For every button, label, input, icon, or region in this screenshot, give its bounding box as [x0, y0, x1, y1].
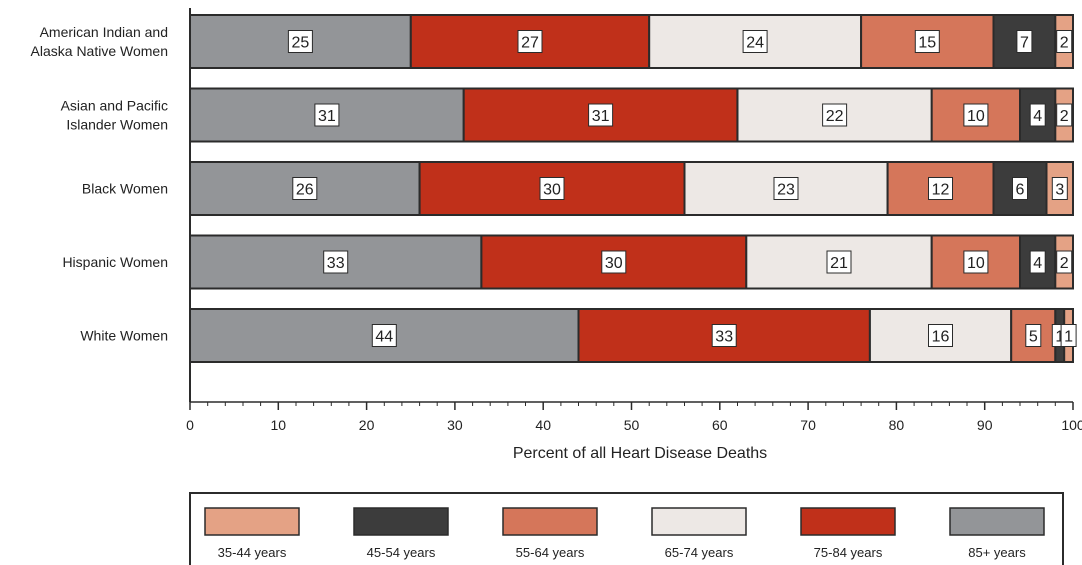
data-label-box — [314, 103, 340, 127]
data-label-box — [287, 30, 313, 53]
data-label-box — [928, 177, 953, 200]
data-label-box — [1056, 250, 1073, 274]
data-label: 12 — [932, 182, 950, 199]
data-label: 4 — [1033, 108, 1042, 125]
legend-swatch — [949, 507, 1045, 536]
tick-label: 30 — [447, 417, 463, 433]
legend: 35-44 years 45-54 years 55-64 years 65-74 y… — [189, 492, 1064, 565]
bars: 25 27 24 15 7 231 31 22 10 4 226 30 23 12 6 333 30 21 10 4 2… — [189, 14, 1077, 363]
data-label: 7 — [1020, 35, 1029, 52]
data-label: 21 — [830, 255, 848, 272]
data-label: 26 — [296, 182, 314, 199]
bar-segment — [480, 234, 748, 290]
category-label: White Women — [80, 328, 168, 344]
data-label-box — [928, 324, 953, 347]
legend-swatch — [651, 507, 747, 536]
legend-swatch — [353, 507, 449, 536]
category-label: Black Women — [82, 181, 168, 197]
tick-label: 0 — [186, 417, 194, 433]
data-label: 5 — [1029, 329, 1038, 346]
data-label: 44 — [375, 329, 393, 346]
data-label: 15 — [918, 35, 936, 52]
legend-swatch — [204, 507, 300, 536]
data-label: 16 — [932, 329, 950, 346]
legend-label: 35-44 years — [218, 545, 287, 560]
category-labels: American Indian and Alaska Native Women As… — [31, 24, 168, 344]
data-label-box — [1060, 324, 1077, 347]
data-label: 1 — [1055, 329, 1064, 346]
data-label: 23 — [777, 182, 795, 199]
data-label: 27 — [521, 35, 539, 52]
category-label: Asian and Pacific Islander Women — [61, 98, 168, 133]
tick-label: 80 — [889, 417, 905, 433]
legend-swatch — [800, 507, 896, 536]
data-label-box — [1016, 30, 1033, 53]
legend-label: 55-64 years — [516, 545, 585, 560]
legend-swatch — [502, 507, 598, 536]
data-label-box — [1029, 250, 1046, 274]
data-label-box — [539, 177, 565, 200]
data-label-box — [1012, 177, 1028, 200]
bar-segment — [745, 234, 933, 290]
data-label-box — [323, 250, 349, 274]
data-label: 10 — [967, 108, 985, 125]
legend-label: 45-54 years — [367, 545, 436, 560]
category-label: Hispanic Women — [62, 254, 168, 270]
data-label-box — [292, 177, 318, 200]
data-label-box — [1029, 103, 1046, 127]
data-label-box — [711, 324, 737, 347]
data-label: 31 — [592, 108, 610, 125]
data-label-box — [1051, 177, 1068, 200]
data-label-box — [1056, 30, 1073, 53]
data-label: 2 — [1060, 35, 1069, 52]
tick-label: 10 — [271, 417, 287, 433]
x-axis-title: Percent of all Heart Disease Deaths — [513, 445, 767, 462]
legend-label: 75-84 years — [814, 545, 883, 560]
data-label-box — [963, 103, 989, 127]
data-label-box — [914, 30, 940, 53]
data-label: 10 — [967, 255, 985, 272]
bar-segment — [189, 87, 465, 143]
tick-label: 60 — [712, 417, 728, 433]
x-axis: 0 10 20 30 40 50 60 70 80 90 100 — [186, 8, 1082, 433]
legend-frame — [189, 492, 1064, 565]
data-label: 30 — [543, 182, 561, 199]
tick-label: 100 — [1061, 417, 1082, 433]
category-label: American Indian and Alaska Native Women — [31, 24, 168, 59]
data-label-box — [742, 30, 768, 53]
data-label: 2 — [1060, 255, 1069, 272]
data-label: 33 — [715, 329, 733, 346]
tick-label: 70 — [800, 417, 816, 433]
data-label: 22 — [826, 108, 844, 125]
data-label-box — [1025, 324, 1042, 347]
legend-label: 85+ years — [968, 545, 1026, 560]
data-label: 33 — [327, 255, 345, 272]
data-label-box — [822, 103, 848, 127]
data-label: 4 — [1033, 255, 1042, 272]
data-label-box — [601, 250, 627, 274]
data-label: 31 — [318, 108, 336, 125]
data-label: 6 — [1016, 182, 1025, 199]
tick-label: 50 — [624, 417, 640, 433]
data-label-box — [371, 324, 397, 347]
data-label-box — [826, 250, 852, 274]
tick-label: 90 — [977, 417, 993, 433]
data-label-box — [963, 250, 989, 274]
data-label-box — [1056, 103, 1073, 127]
data-label-box — [773, 177, 799, 200]
data-label-box — [588, 103, 614, 127]
data-label: 24 — [746, 35, 764, 52]
tick-label: 20 — [359, 417, 375, 433]
data-label: 2 — [1060, 108, 1069, 125]
data-label: 1 — [1064, 329, 1073, 346]
data-label-box — [517, 30, 543, 53]
data-label: 25 — [292, 35, 310, 52]
legend-label: 65-74 years — [665, 545, 734, 560]
data-label: 3 — [1055, 182, 1064, 199]
tick-label: 40 — [535, 417, 551, 433]
data-label: 30 — [605, 255, 623, 272]
